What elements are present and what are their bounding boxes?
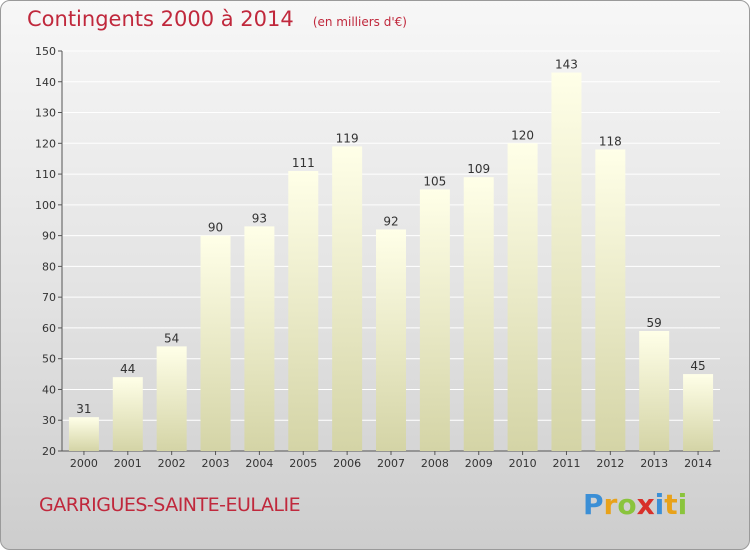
bar-2010 (507, 143, 538, 452)
bar-2013 (639, 331, 670, 451)
bars (68, 72, 714, 452)
x-tick-label-2008: 2008 (421, 457, 449, 470)
logo-letter: i (654, 488, 665, 521)
bar-2005 (288, 171, 319, 451)
bar-2003 (200, 235, 231, 451)
logo-letter: r (603, 488, 618, 521)
value-label-2001: 44 (120, 362, 135, 376)
value-label-2008: 105 (423, 174, 446, 188)
x-tick-label-2002: 2002 (158, 457, 186, 470)
x-tick-label-2009: 2009 (465, 457, 493, 470)
x-tick-label-2007: 2007 (377, 457, 405, 470)
x-tick-label-2005: 2005 (289, 457, 317, 470)
bar-2006 (332, 146, 363, 451)
y-tick-label: 150 (35, 45, 56, 58)
chart-subtitle: (en milliers d'€) (312, 15, 407, 29)
chart-title: Contingents 2000 à 2014 (27, 7, 294, 31)
y-tick-label: 60 (42, 322, 56, 335)
value-label-2000: 31 (76, 402, 91, 416)
bar-2012 (595, 149, 626, 451)
labels: 31 2000 44 2001 54 2002 90 2003 93 2004 111 2005 119… (70, 58, 712, 470)
y-tick-label: 20 (42, 445, 56, 458)
logo-letter: P (583, 488, 604, 521)
value-label-2014: 45 (690, 359, 705, 373)
y-tick-label: 50 (42, 353, 56, 366)
value-label-2006: 119 (336, 131, 359, 145)
x-tick-label-2010: 2010 (509, 457, 537, 470)
x-tick-label-2000: 2000 (70, 457, 98, 470)
value-label-2010: 120 (511, 128, 534, 142)
value-label-2004: 93 (252, 211, 267, 225)
x-tick-label-2011: 2011 (552, 457, 580, 470)
bar-2004 (244, 226, 275, 451)
x-tick-label-2001: 2001 (114, 457, 142, 470)
x-tick-label-2004: 2004 (245, 457, 273, 470)
logo-letter: t (664, 488, 678, 521)
title-row: Contingents 2000 à 2014 (en milliers d'€… (27, 7, 407, 31)
y-tick-label: 120 (35, 137, 56, 150)
value-label-2003: 90 (208, 221, 223, 235)
value-label-2007: 92 (383, 214, 398, 228)
value-label-2012: 118 (599, 134, 622, 148)
logo-letter: o (617, 488, 637, 521)
proxiti-logo[interactable]: Proxiti (583, 488, 687, 521)
value-label-2005: 111 (292, 156, 315, 170)
x-tick-label-2003: 2003 (202, 457, 230, 470)
value-label-2009: 109 (467, 162, 490, 176)
y-tick-label: 30 (42, 414, 56, 427)
logo-letter: i (677, 488, 688, 521)
logo-letter: x (636, 488, 655, 521)
bar-2009 (463, 177, 494, 451)
x-tick-label-2014: 2014 (684, 457, 712, 470)
bar-2014 (683, 374, 714, 451)
value-label-2002: 54 (164, 331, 179, 345)
y-tick-label: 100 (35, 199, 56, 212)
y-tick-label: 140 (35, 76, 56, 89)
y-tick-label: 110 (35, 168, 56, 181)
x-tick-label-2006: 2006 (333, 457, 361, 470)
bar-2000 (68, 417, 99, 451)
bar-2001 (112, 377, 143, 451)
bar-2007 (376, 229, 406, 451)
value-label-2011: 143 (555, 58, 578, 72)
bar-2002 (156, 346, 187, 451)
y-tick-label: 40 (42, 383, 56, 396)
y-tick-label: 70 (42, 291, 56, 304)
bar-2008 (419, 189, 450, 451)
y-tick-label: 90 (42, 230, 56, 243)
x-tick-label-2012: 2012 (596, 457, 624, 470)
y-tick-label: 80 (42, 260, 56, 273)
value-label-2013: 59 (647, 316, 662, 330)
x-tick-label-2013: 2013 (640, 457, 668, 470)
y-tick-label: 130 (35, 107, 56, 120)
bar-2011 (551, 72, 582, 452)
place-name: GARRIGUES-SAINTE-EULALIE (39, 494, 301, 516)
